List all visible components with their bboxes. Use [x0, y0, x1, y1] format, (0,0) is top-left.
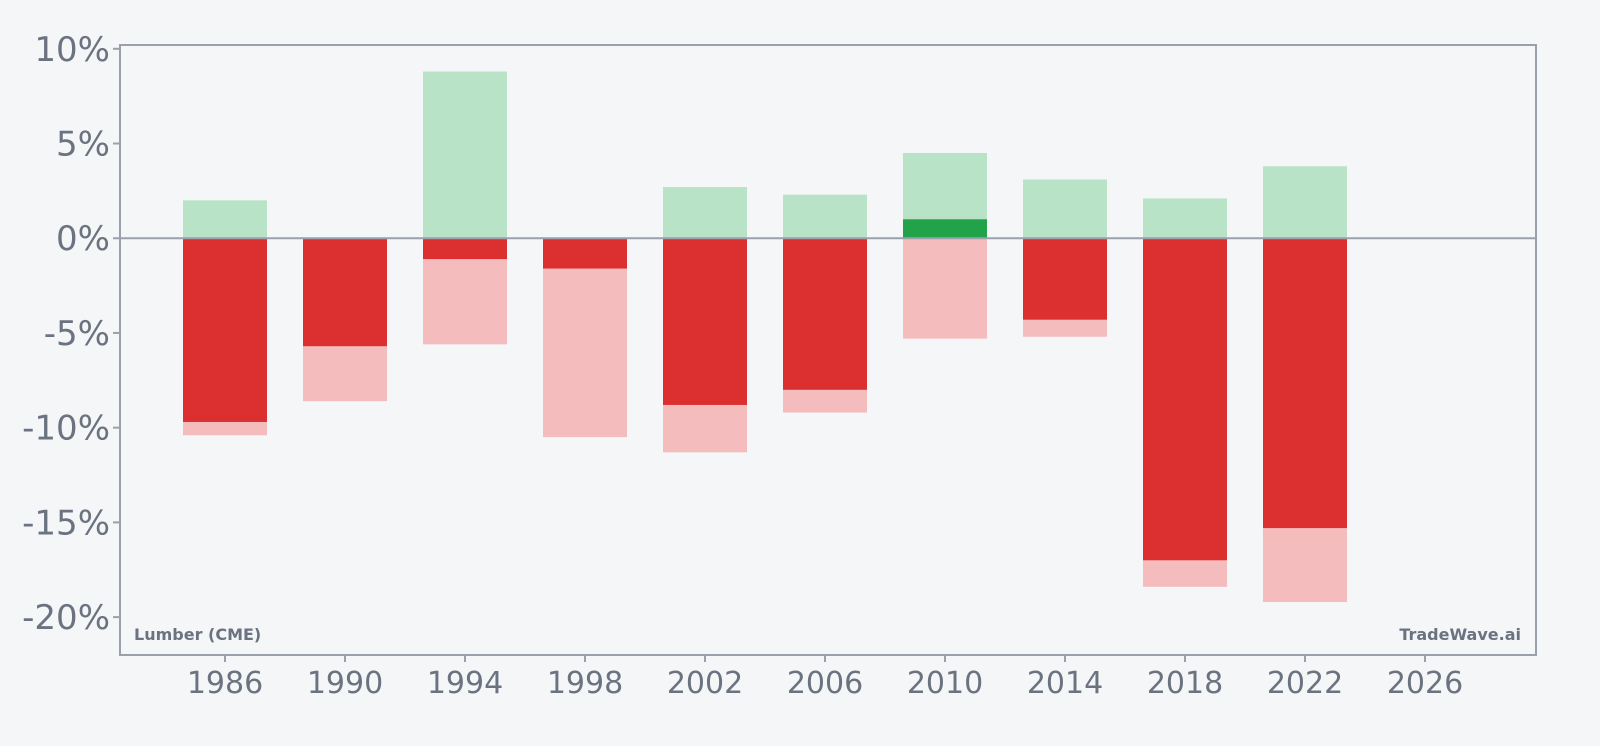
bar-value-1994: [423, 238, 507, 260]
bar-value-2010: [903, 219, 987, 239]
y-tick-label: -15%: [22, 503, 110, 543]
y-tick-label: -5%: [44, 314, 110, 354]
series-label: Lumber (CME): [134, 625, 261, 644]
y-tick-label: 5%: [56, 125, 110, 165]
x-tick-label: 1990: [307, 666, 383, 701]
x-tick-label: 2022: [1267, 666, 1343, 701]
bar-range-down-1998: [543, 238, 627, 438]
y-tick-label: -20%: [22, 598, 110, 638]
x-tick-label: 1986: [187, 666, 263, 701]
x-axis: 1986 1990 1994 1998 2002 2006 2010 2014 2018 2022…: [187, 655, 1463, 701]
bar-value-2018: [1143, 238, 1227, 561]
bar-value-1986: [183, 238, 267, 422]
bar-range-up-2022: [1263, 166, 1347, 239]
x-tick-label: 2018: [1147, 666, 1223, 701]
bar-range-up-2006: [783, 194, 867, 239]
bar-range-up-2018: [1143, 198, 1227, 239]
y-tick-label: 0%: [56, 219, 110, 259]
y-tick-label: -10%: [22, 409, 110, 449]
bar-value-2014: [1023, 238, 1107, 320]
watermark-label: TradeWave.ai: [1399, 625, 1521, 644]
x-tick-label: 2006: [787, 666, 863, 701]
y-tick-label: 10%: [34, 30, 110, 70]
x-tick-label: 2002: [667, 666, 743, 701]
x-tick-label: 2026: [1387, 666, 1463, 701]
x-tick-label: 1994: [427, 666, 503, 701]
bar-range-up-2014: [1023, 179, 1107, 239]
y-axis: 10% 5% 0% -5% -10% -15% -20%: [22, 30, 120, 638]
bar-value-1998: [543, 238, 627, 269]
bar-range-down-2010: [903, 238, 987, 339]
bars-group: [183, 71, 1347, 602]
bar-value-2002: [663, 238, 747, 405]
x-tick-label: 2010: [907, 666, 983, 701]
bar-range-up-1994: [423, 71, 507, 239]
x-tick-label: 1998: [547, 666, 623, 701]
bar-value-1990: [303, 238, 387, 347]
bar-range-up-2002: [663, 187, 747, 239]
x-tick-label: 2014: [1027, 666, 1103, 701]
plot-frame: [119, 44, 1537, 656]
bar-value-2022: [1263, 238, 1347, 529]
bar-range-up-1986: [183, 200, 267, 239]
bar-value-2006: [783, 238, 867, 390]
